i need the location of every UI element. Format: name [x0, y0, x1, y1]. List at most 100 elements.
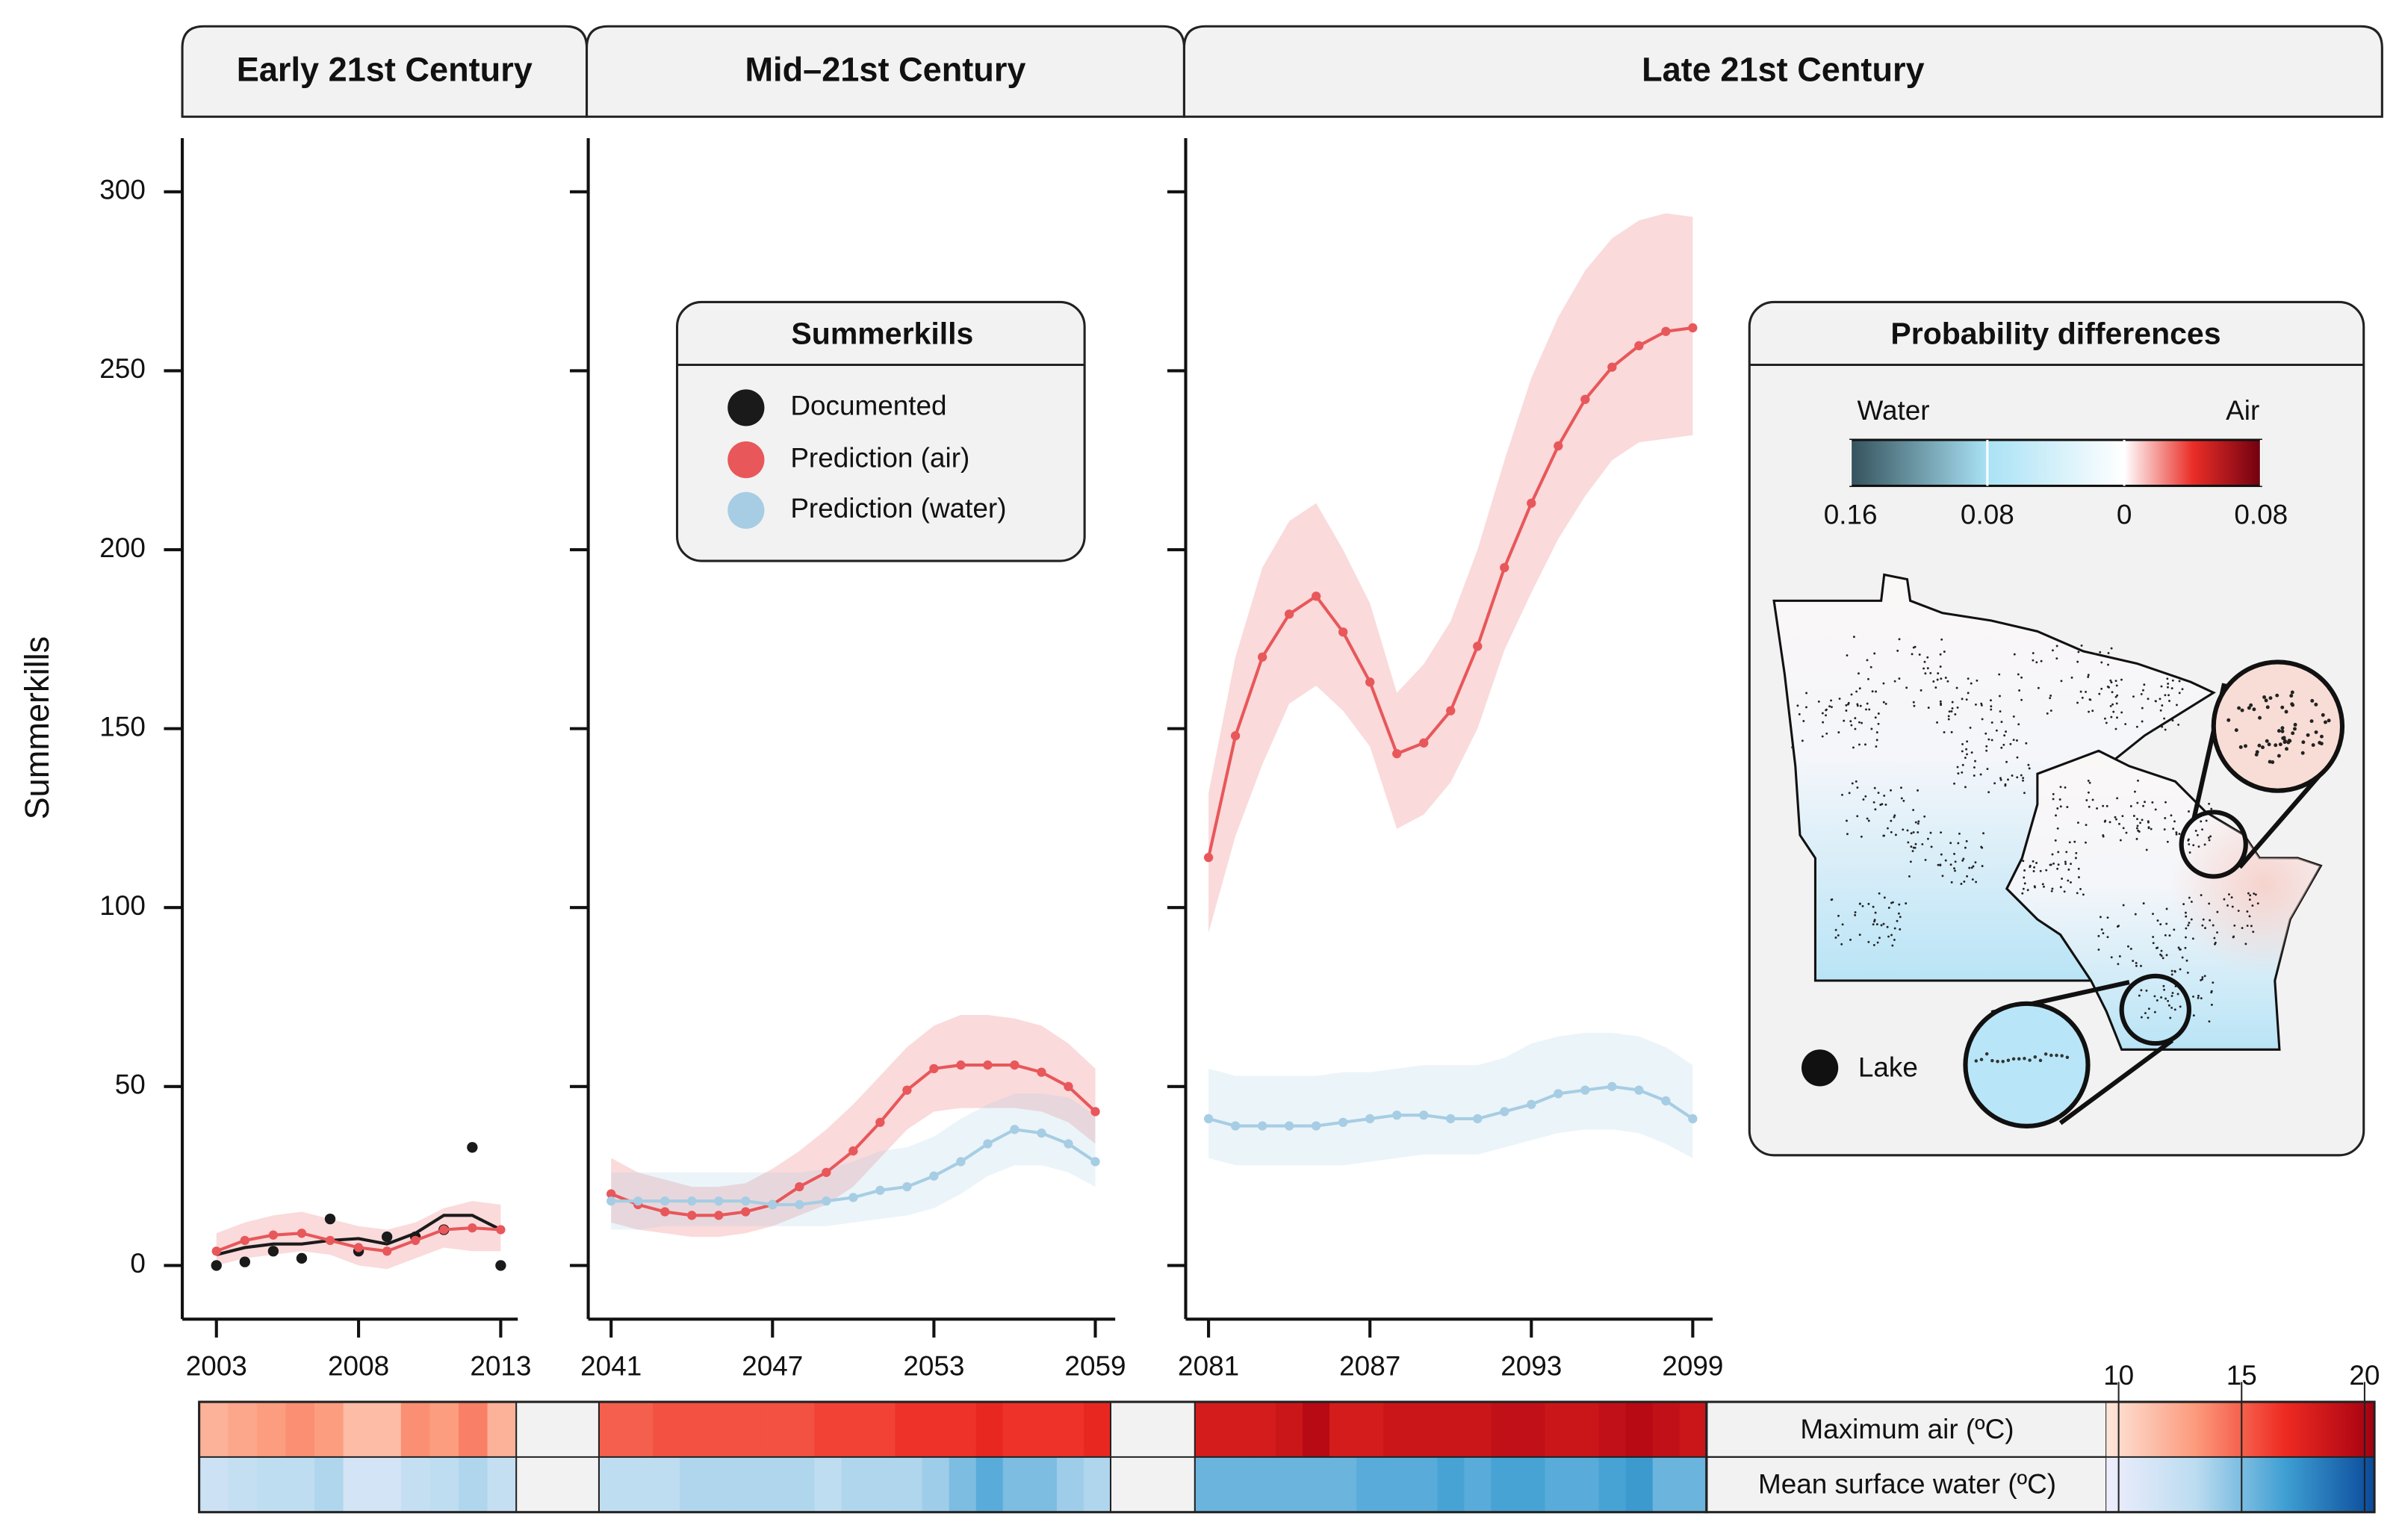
lake-dot [2021, 892, 2024, 895]
lake-dot [1969, 726, 1972, 729]
lake-dot [2032, 659, 2035, 662]
lake-dot [2120, 678, 2123, 681]
point [1607, 362, 1617, 372]
zoom-circle [2211, 659, 2345, 793]
lake-dot [2179, 1005, 2182, 1008]
lake-dot [2291, 731, 2295, 736]
heatmap-cell [1410, 1402, 1438, 1457]
point [1064, 1081, 1073, 1091]
heatmap-cell [1029, 1402, 1058, 1457]
heatmap-cell [1571, 1402, 1600, 1457]
lake-dot [1924, 858, 1927, 861]
heatmap-cell [429, 1402, 459, 1457]
lake-dot [1830, 699, 1832, 702]
lake-dot [2100, 687, 2103, 690]
point [929, 1171, 939, 1181]
lake-dot [1918, 653, 1921, 656]
lake-dot [1859, 902, 1861, 905]
heatmap-cell [487, 1456, 517, 1512]
lake-dot [2098, 692, 2101, 695]
zoom-source [2179, 810, 2248, 879]
lake-dot [2102, 932, 2105, 934]
lake-dot [2290, 702, 2294, 707]
lake-dot [2170, 995, 2173, 997]
point [1392, 1110, 1402, 1120]
heatmap-cell [949, 1456, 977, 1512]
lake-dot [2210, 991, 2213, 994]
lake-dot [2256, 902, 2259, 905]
lake-dot [2142, 689, 2144, 692]
lake-dot [2043, 885, 2045, 888]
lake-dot [2135, 827, 2138, 830]
lake-dot [1940, 831, 1943, 834]
lake-dot [2165, 922, 2168, 925]
heatmap-cell [949, 1402, 977, 1457]
lake-dot [2070, 676, 2073, 679]
lake-dot [1967, 692, 1970, 695]
lake-dot [2265, 705, 2270, 710]
lake-dot [1875, 690, 1877, 693]
heatmap-cell [1652, 1402, 1681, 1457]
lake-dot [2237, 706, 2241, 710]
lake-dot [2188, 851, 2191, 854]
lake-dot [2185, 959, 2188, 962]
point [1419, 1110, 1429, 1120]
heatmap-cell [1275, 1402, 1303, 1457]
lake-dot [2059, 886, 2062, 889]
lake-dot [2252, 931, 2255, 934]
point [239, 1256, 250, 1267]
lake-dot [2020, 676, 2023, 679]
heatmap-cell [1303, 1402, 1330, 1457]
lake-dot [2115, 684, 2118, 687]
lake-dot [2135, 725, 2138, 728]
lake-dot [2017, 1057, 2021, 1061]
lake-dot [2171, 992, 2174, 994]
heatmap-cell [459, 1402, 488, 1457]
lake-dot [1858, 687, 1861, 690]
lake-dot [2122, 827, 2125, 830]
heatmap-cell [1029, 1456, 1058, 1512]
lake-dot [2052, 798, 2055, 801]
lake-dot [2029, 864, 2032, 867]
lake-dot [2197, 994, 2200, 997]
lake-dot [2104, 819, 2107, 822]
lake-dot [2025, 742, 2028, 745]
lake-dot [2052, 792, 2055, 795]
lake-dot [2002, 743, 2005, 746]
point [467, 1142, 478, 1153]
lake-dot [2192, 995, 2194, 998]
lake-dot [1845, 704, 1848, 707]
lake-dot [2249, 894, 2252, 897]
lake-dot [2244, 943, 2247, 946]
point [1338, 1117, 1348, 1127]
lake-dot [2188, 842, 2191, 845]
lake-dot [1858, 672, 1860, 675]
x-tick-label: 2008 [328, 1351, 389, 1382]
lake-dot [1976, 679, 1979, 682]
ribbon [1208, 1032, 1693, 1166]
lake-dot [1834, 937, 1837, 939]
point [268, 1230, 279, 1240]
lake-dot [2262, 695, 2267, 699]
y-tick-label: 250 [99, 353, 146, 384]
row-label-box [1705, 1401, 2108, 1458]
lake-dot [1837, 731, 1840, 734]
heatmap-cell [1598, 1456, 1627, 1512]
point [1010, 1060, 1020, 1070]
point [353, 1243, 364, 1252]
lake-dot [2055, 1053, 2058, 1058]
lake-dot [1912, 830, 1915, 833]
heatmap-cell [653, 1402, 680, 1457]
lake-dot [2106, 936, 2109, 939]
lake-dot [2144, 801, 2146, 804]
point [983, 1139, 993, 1149]
lake-dot [1910, 845, 1913, 848]
lake-dot [2167, 686, 2169, 689]
lake-dot [1954, 713, 1957, 715]
lake-dot [1953, 852, 1955, 855]
lake-dot [2300, 751, 2305, 755]
lake-dot [2271, 760, 2275, 764]
point [1580, 1085, 1590, 1095]
point [267, 1246, 279, 1257]
